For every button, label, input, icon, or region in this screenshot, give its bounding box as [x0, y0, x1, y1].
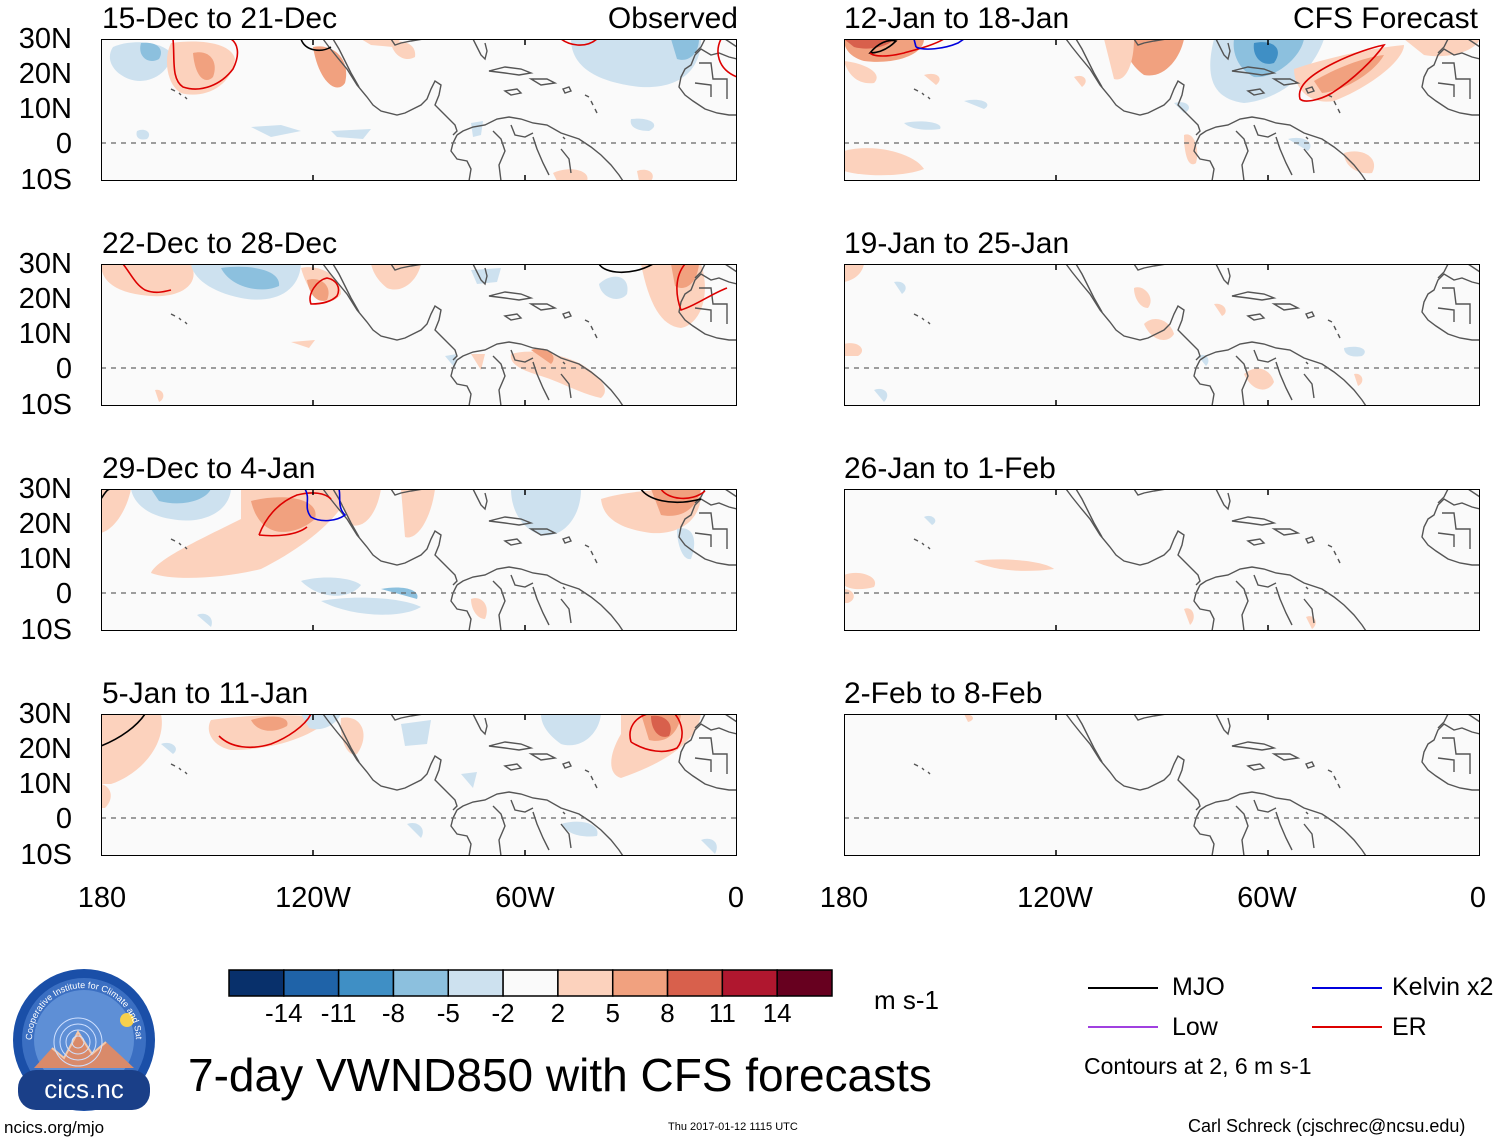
panel-title: 26-Jan to 1-Feb — [844, 452, 1056, 485]
panel-title: 29-Dec to 4-Jan — [102, 452, 316, 485]
lat-label: 10S — [20, 164, 72, 196]
panel-title: 19-Jan to 25-Jan — [844, 227, 1070, 260]
lat-label: 20N — [18, 733, 72, 765]
panel-observed-4: 5-Jan to 11-Jan — [0, 675, 760, 875]
colorbar-swatch — [228, 969, 285, 997]
panel-forecast-2: 19-Jan to 25-Jan — [760, 225, 1510, 425]
lat-label: 0 — [55, 128, 72, 160]
panel-observed-2: 22-Dec to 28-Dec — [0, 225, 760, 425]
legend-er-label: ER — [1392, 1013, 1427, 1041]
map-panel — [844, 264, 1480, 406]
panel-tag-observed: Observed — [607, 2, 738, 35]
lon-label-left: 0 — [727, 882, 745, 914]
map-panel — [101, 714, 737, 856]
colorbar-swatch — [721, 969, 778, 997]
panel-observed-3: 29-Dec to 4-Jan — [0, 450, 760, 650]
legend-kelvin-label: Kelvin x2 — [1392, 973, 1494, 1001]
lon-label-right: 0 — [1469, 882, 1487, 914]
map-panel — [844, 489, 1480, 631]
lat-label: 0 — [55, 353, 72, 385]
map-panel — [101, 39, 737, 181]
lat-label: 10N — [18, 318, 72, 350]
colorbar-tick-label: 5 — [605, 998, 620, 1028]
colorbar-tick-label: 14 — [762, 998, 792, 1028]
colorbar-tick-label: -8 — [381, 998, 406, 1028]
lon-label-right: 180 — [819, 882, 869, 914]
colorbar-tick-label: -11 — [320, 998, 357, 1028]
panel-title: 12-Jan to 18-Jan — [844, 2, 1070, 35]
legend-low-label: Low — [1172, 1013, 1218, 1041]
lat-label: 0 — [55, 803, 72, 835]
legend-low-line — [1088, 1026, 1158, 1028]
colorbar-swatch — [502, 969, 559, 997]
colorbar-tick-label: -2 — [491, 998, 515, 1028]
lat-label: 10N — [18, 768, 72, 800]
panel-forecast-3: 26-Jan to 1-Feb — [760, 450, 1510, 650]
panel-title: 15-Dec to 21-Dec — [102, 2, 338, 35]
lat-label: 20N — [18, 283, 72, 315]
lat-label: 30N — [18, 23, 72, 55]
lon-label-left: 60W — [495, 882, 555, 914]
lat-label: 20N — [18, 508, 72, 540]
footer-timestamp: Thu 2017-01-12 1115 UTC — [668, 1121, 798, 1133]
lat-label: 10N — [18, 543, 72, 575]
colorbar — [228, 969, 833, 997]
main-title: 7-day VWND850 with CFS forecasts — [188, 1049, 932, 1101]
colorbar-units: m s-1 — [874, 985, 939, 1015]
panel-tag-forecast: CFS Forecast — [1292, 2, 1478, 35]
colorbar-swatch — [337, 969, 395, 997]
logo-text: cics.nc — [44, 1074, 123, 1104]
map-panel — [101, 264, 737, 406]
colorbar-tick-label: 11 — [708, 998, 736, 1028]
footer-author: Carl Schreck (cjschrec@ncsu.edu) — [1188, 1116, 1466, 1136]
legend-mjo-line — [1088, 987, 1158, 989]
panel-observed-1: 15-Dec to 21-Dec Observed — [0, 0, 760, 200]
colorbar-swatch — [392, 969, 450, 997]
lon-label-left: 120W — [275, 882, 351, 914]
footer-site: ncics.org/mjo — [4, 1118, 105, 1137]
lat-label: 30N — [18, 473, 72, 505]
map-panel — [844, 39, 1480, 181]
lat-label: 30N — [18, 698, 72, 730]
cics-logo: cics.nc Cooperative Institute for Climat… — [9, 960, 156, 1112]
colorbar-tick-label: -14 — [265, 998, 303, 1028]
legend-er-line — [1312, 1026, 1382, 1028]
lat-label: 10N — [18, 93, 72, 125]
panel-forecast-1: 12-Jan to 18-Jan CFS Forecast — [760, 0, 1510, 200]
colorbar-swatch — [447, 969, 504, 997]
lon-label-right: 60W — [1237, 882, 1297, 914]
colorbar-tick-label: 8 — [660, 998, 675, 1028]
cics-logo-icon: cics.nc Cooperative Institute for Climat… — [9, 960, 155, 1111]
colorbar-swatch — [611, 969, 669, 997]
map-panel — [101, 489, 737, 631]
lon-label-right: 120W — [1017, 882, 1093, 914]
colorbar-swatch — [283, 969, 340, 997]
colorbar-swatches — [228, 969, 833, 997]
lat-label: 10S — [20, 614, 72, 646]
lat-label: 10S — [20, 839, 72, 871]
map-panel — [844, 714, 1480, 856]
colorbar-tick-label: 2 — [550, 998, 566, 1028]
panel-title: 2-Feb to 8-Feb — [844, 677, 1043, 710]
colorbar-swatch — [666, 969, 724, 997]
lat-label: 30N — [18, 248, 72, 280]
colorbar-swatch — [557, 969, 614, 997]
lat-label: 0 — [55, 578, 72, 610]
colorbar-swatch — [776, 969, 833, 997]
legend-mjo-label: MJO — [1172, 973, 1225, 1001]
lon-label-left: 180 — [77, 882, 127, 914]
lat-label: 20N — [18, 58, 72, 90]
lat-label: 10S — [20, 389, 72, 421]
panel-title: 22-Dec to 28-Dec — [102, 227, 338, 260]
panel-forecast-4: 2-Feb to 8-Feb — [760, 675, 1510, 875]
panel-title: 5-Jan to 11-Jan — [102, 677, 309, 710]
legend-kelvin-line — [1312, 987, 1382, 989]
colorbar-tick-label: -5 — [436, 998, 460, 1028]
legend-contours-note: Contours at 2, 6 m s-1 — [1084, 1053, 1312, 1079]
